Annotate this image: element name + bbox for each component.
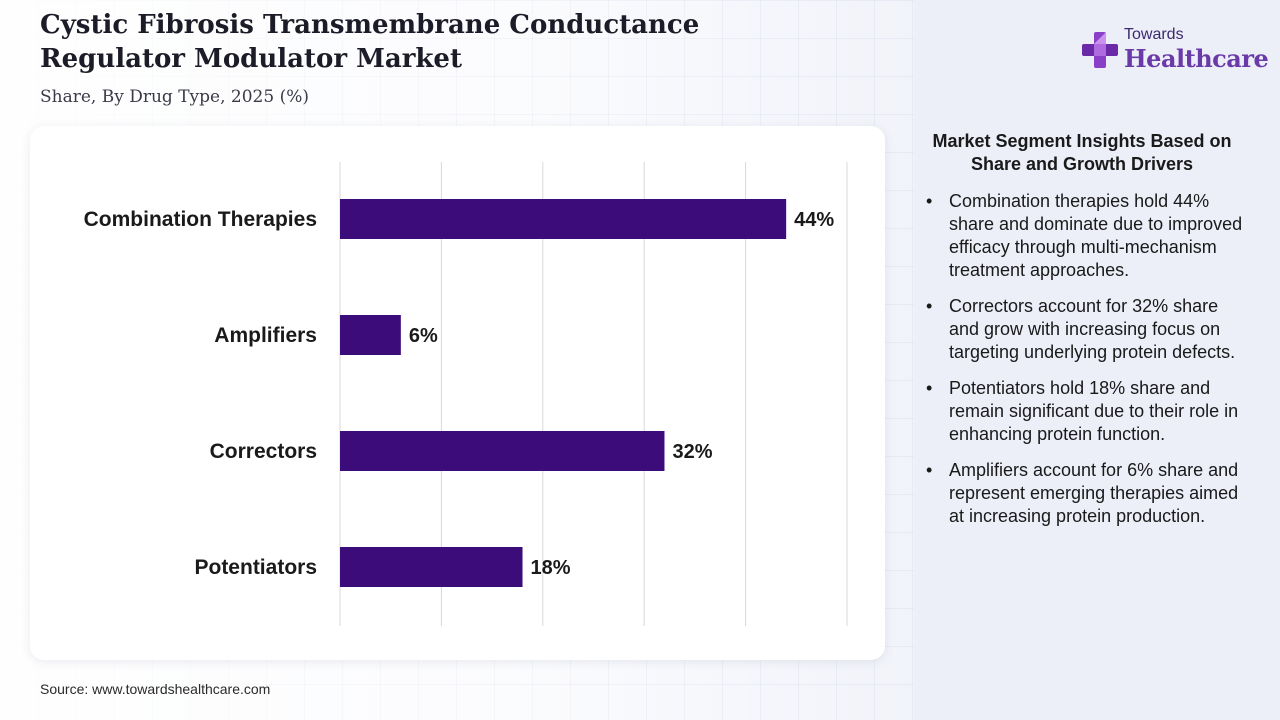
bar	[340, 547, 523, 587]
bullet-icon: •	[926, 296, 933, 316]
category-label: Combination Therapies	[84, 208, 317, 231]
chart-title: Cystic Fibrosis Transmembrane Conductanc…	[40, 10, 700, 74]
chart-card: Combination Therapies 44% Amplifiers 6% Corr…	[30, 126, 885, 660]
value-label: 44%	[794, 209, 834, 231]
category-label: Amplifiers	[214, 324, 317, 347]
insight-item: • Correctors account for 32% share and gr…	[922, 295, 1250, 364]
value-label: 32%	[672, 441, 712, 463]
bar	[340, 199, 787, 239]
category-label: Potentiators	[194, 556, 317, 579]
bullet-icon: •	[926, 460, 933, 480]
insights-list: • Combination therapies hold 44% share an…	[922, 190, 1250, 541]
value-label: 6%	[409, 325, 438, 347]
bullet-icon: •	[926, 191, 933, 211]
insight-text: Combination therapies hold 44% share and…	[949, 191, 1243, 280]
insights-title: Market Segment Insights Based on Share a…	[932, 131, 1232, 174]
bullet-icon: •	[926, 378, 933, 398]
insight-item: • Combination therapies hold 44% share an…	[922, 190, 1250, 282]
insight-item: • Amplifiers account for 6% share and rep…	[922, 459, 1250, 528]
category-label: Correctors	[210, 440, 317, 463]
bar-chart: Combination Therapies 44% Amplifiers 6% Corr…	[84, 162, 848, 626]
insight-text: Correctors account for 32% share and gro…	[949, 296, 1236, 362]
brand-logo: Towards Healthcare	[1080, 26, 1269, 80]
value-label: 18%	[531, 557, 571, 579]
bar	[340, 431, 665, 471]
bar	[340, 315, 401, 355]
medical-cross-icon	[1082, 32, 1118, 68]
source-note: Source: www.towardshealthcare.com	[40, 681, 271, 697]
insights-panel	[914, 0, 1280, 720]
insight-text: Amplifiers account for 6% share and repr…	[949, 460, 1239, 526]
logo-text-towards: Towards	[1124, 26, 1184, 43]
chart-subtitle: Share, By Drug Type, 2025 (%)	[40, 87, 309, 107]
insight-text: Potentiators hold 18% share and remain s…	[949, 378, 1239, 444]
insight-item: • Potentiators hold 18% share and remain …	[922, 377, 1250, 446]
logo-text-healthcare: Healthcare	[1124, 44, 1269, 73]
